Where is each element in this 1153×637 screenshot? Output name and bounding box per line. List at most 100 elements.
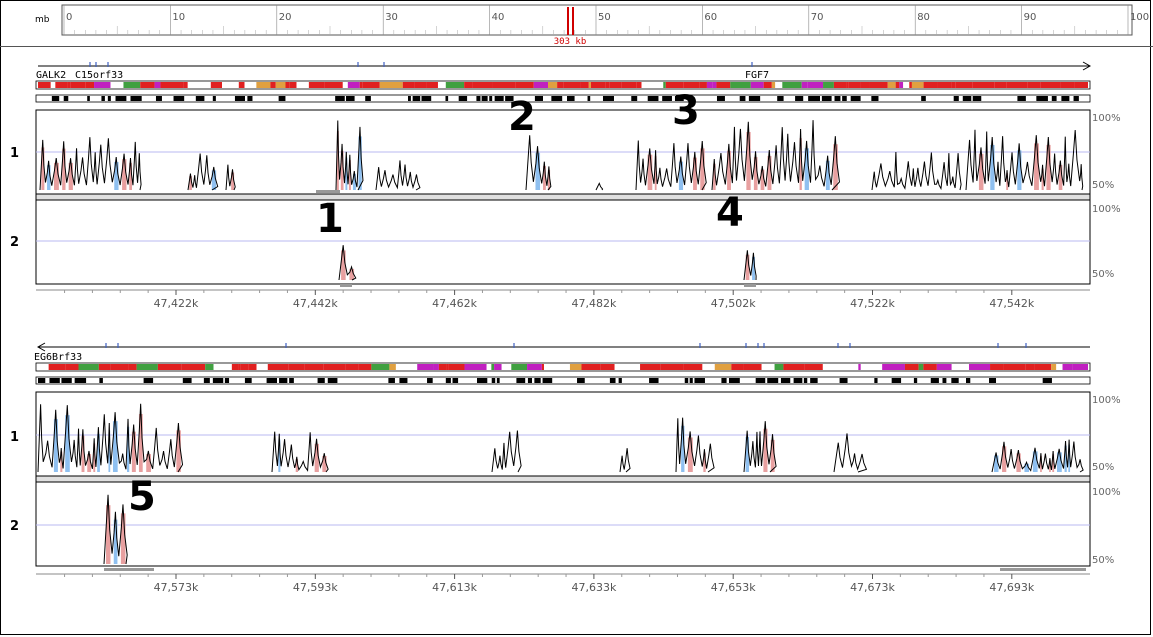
track-2[interactable]: 2 100% 50% [10,481,1121,571]
repeat-segment [860,364,883,370]
repeat-segment [362,82,380,88]
repeat-segment [716,82,731,88]
track-1[interactable]: 1 100% 50% [10,109,1121,195]
conservation-segment [1061,96,1070,101]
repeat-segment [761,364,775,370]
conservation-profile [375,160,421,191]
conserved-region [1017,150,1022,190]
conserved-region [211,170,217,190]
conserved-region [1056,452,1062,472]
conserved-region [1041,168,1044,190]
ruler-tick-label: 80 [917,12,930,23]
repeat-segment [110,82,124,88]
repeat-segment [48,364,66,370]
conservation-segment [421,96,432,101]
conservation-segment [551,96,563,101]
conservation-segment [777,96,784,101]
conserved-region [65,415,70,472]
repeat-segment [55,82,68,88]
track-2[interactable]: 2 100% 50% [10,199,1121,287]
conserved-region [341,250,346,280]
conserved-region [93,443,96,472]
gene-label-galk2[interactable]: GALK2 [36,70,66,81]
conserved-region [120,513,126,564]
repeat-segment [665,82,684,88]
repeat-segment [663,82,666,88]
repeat-segment [371,364,390,370]
conservation-segment [489,96,493,101]
conserved-region [97,433,100,472]
conservation-segment [1042,378,1052,383]
conserved-region [336,130,339,190]
repeat-segment [244,82,257,88]
repeat-segment [588,82,591,88]
repeat-segment [1062,364,1073,370]
repeat-segment [494,364,502,370]
repeat-segment [801,82,808,88]
conserved-region [108,430,111,472]
conserved-region [825,160,830,190]
conserved-region [799,138,802,190]
direction-arrow-icon [1082,61,1092,71]
repeat-segment [972,82,995,88]
conservation-segment [534,96,543,101]
alignment-panel-top: GALK2 C15orf33 FGF7 1 100% 50% 2 100% 50… [10,61,1121,310]
conservation-segment [279,378,288,383]
conserved-region [349,268,355,280]
conserved-region [752,256,756,280]
conservation-profile [271,431,329,473]
conservation-profile [525,135,552,191]
repeat-track [35,362,1091,372]
axis-tick-label: 47,593k [293,581,338,594]
conserved-region [1002,446,1007,472]
repeat-segment [699,82,707,88]
conservation-segment [684,378,689,383]
repeat-segment [1027,82,1041,88]
ruler-position-marker[interactable] [567,7,574,35]
repeat-segment [702,364,715,370]
conservation-segment [951,378,959,383]
ruler-tick-label: 60 [704,12,717,23]
repeat-segment [78,364,99,370]
conservation-segment [452,378,459,383]
track-1[interactable]: 1 100% 50% [10,391,1121,477]
repeat-segment [486,364,492,370]
conservation-segment [534,378,541,383]
repeat-segment [869,82,888,88]
chromosome-ruler[interactable]: mb 0 10 20 30 40 50 60 70 80 90 100 303 kb [35,4,1149,47]
gene-label-c15orf33[interactable]: C15orf33 [75,70,123,81]
conservation-segment [874,378,878,383]
repeat-segment [438,364,447,370]
conservation-profile [491,430,522,473]
annotation-3: 3 [672,88,700,134]
highlight-bar [744,284,756,287]
gene-label-overlap[interactable]: EG6Brf33 [34,352,82,363]
repeat-segment [296,82,309,88]
conservation-segment [972,96,982,101]
conserved-region [1006,173,1009,190]
conserved-region [727,150,731,190]
ruler-tick-label: 20 [279,12,292,23]
gene-label-fgf7[interactable]: FGF7 [745,70,769,81]
conservation-segment [317,378,325,383]
repeat-segment [1025,364,1035,370]
track-1-max-label: 100% [1092,395,1121,406]
repeat-segment [1006,82,1028,88]
conservation-segment [481,96,488,101]
conservation-segment [130,96,142,101]
repeat-segment [417,364,434,370]
track-2-max-label: 100% [1092,204,1121,215]
track-2-max-label: 100% [1092,487,1121,498]
conservation-bar-track [35,94,1091,103]
repeat-segment [342,82,348,88]
conservation-segment [755,378,766,383]
conservation-segment [244,378,252,383]
repeat-segment [267,364,289,370]
repeat-segment [714,364,732,370]
repeat-segment [774,364,784,370]
track-2-label: 2 [10,519,19,534]
conserved-region [1032,451,1038,472]
conservation-segment [795,96,804,101]
conserved-region [700,148,705,190]
